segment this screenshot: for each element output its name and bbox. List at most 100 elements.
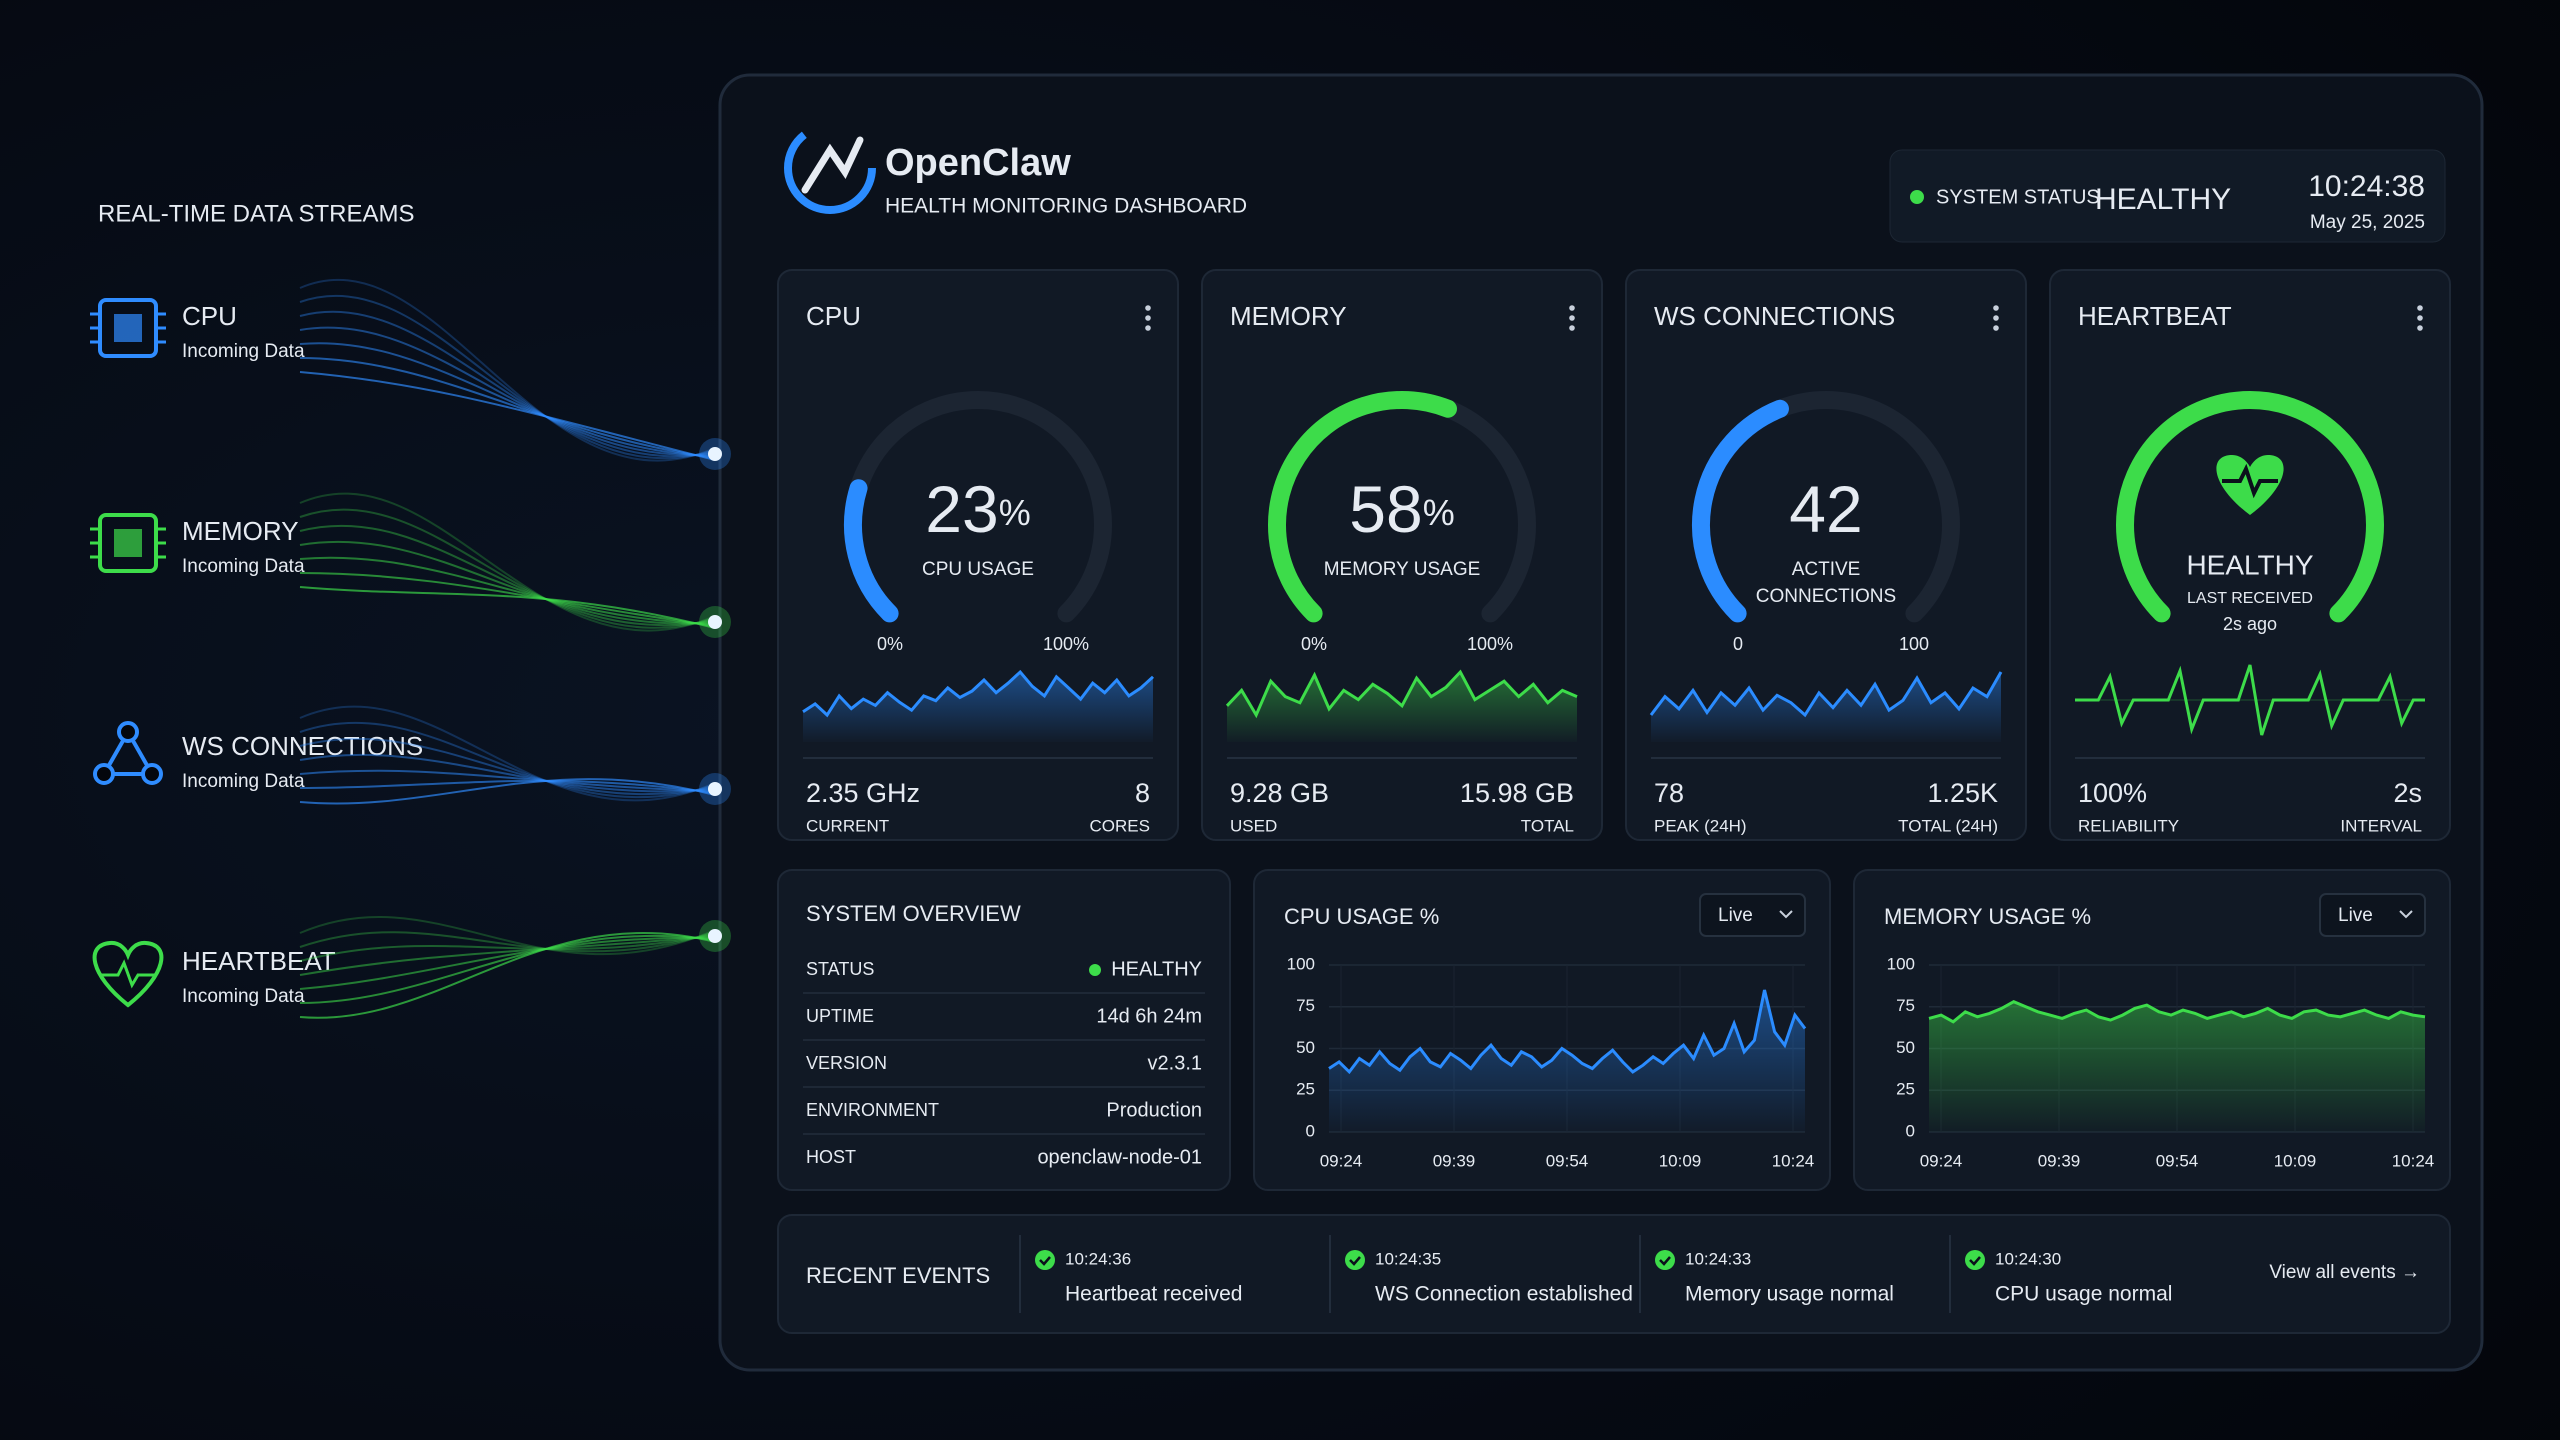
gauge-number: 23: [925, 472, 998, 546]
x-tick-label: 09:39: [1433, 1151, 1476, 1170]
gauge-label: CONNECTIONS: [1756, 586, 1896, 607]
x-tick-label: 10:09: [1659, 1151, 1702, 1170]
event-check: [1965, 1250, 1985, 1270]
x-tick-label: 09:39: [2038, 1151, 2081, 1170]
gauge-min: 0%: [877, 634, 903, 654]
stat-label: PEAK (24H): [1654, 816, 1747, 835]
stat-value: 8: [1135, 778, 1150, 808]
y-tick-label: 50: [1296, 1038, 1315, 1057]
chart-line: [1328, 989, 1807, 1075]
stream-name: WS CONNECTIONS: [182, 731, 423, 761]
live-dropdown[interactable]: [2319, 893, 2426, 937]
overview-key: ENVIRONMENT: [806, 1100, 939, 1120]
stream-wave: [299, 357, 716, 459]
y-tick-label: 25: [1896, 1080, 1915, 1099]
stat-label: TOTAL (24H): [1898, 816, 1998, 835]
logo-claw: [801, 136, 864, 194]
stream-sub: Incoming Data: [182, 341, 305, 362]
overview-key: STATUS: [806, 959, 874, 979]
menu-dot[interactable]: [1569, 305, 1575, 311]
sparkline: [1649, 671, 2003, 718]
clock-date: May 25, 2025: [2310, 212, 2425, 233]
stream-wave: [299, 279, 716, 462]
y-tick-label: 75: [1896, 996, 1915, 1015]
logo: [784, 122, 876, 214]
chart-line: [1928, 1000, 2426, 1024]
overview-value: Production: [1106, 1099, 1202, 1121]
stream-sub: Incoming Data: [182, 986, 305, 1007]
stream-wave: [299, 933, 716, 962]
live-dropdown-chevron[interactable]: [1779, 910, 1793, 919]
stream-wave: [299, 371, 716, 461]
stream-wave: [299, 540, 716, 625]
stream-icon: [100, 727, 156, 776]
view-all-link[interactable]: View all events →: [2269, 1262, 2420, 1283]
live-dropdown-chevron[interactable]: [2399, 910, 2413, 919]
stream-sub: Incoming Data: [182, 771, 305, 792]
stat-value: 1.25K: [1927, 778, 1998, 808]
event-check: [1035, 1250, 1055, 1270]
stat-label: USED: [1230, 816, 1277, 835]
menu-dot[interactable]: [1145, 305, 1151, 311]
menu-dot[interactable]: [1993, 305, 1999, 311]
status-value: HEALTHY: [2095, 183, 2231, 216]
overview-value: 14d 6h 24m: [1096, 1005, 1202, 1027]
gauge-max: 100%: [1467, 634, 1513, 654]
stream-name: MEMORY: [182, 516, 299, 546]
card-title: CPU: [806, 301, 861, 331]
logo-ring: [784, 122, 876, 214]
chart-area: [1329, 990, 1805, 1132]
menu-dot[interactable]: [1145, 325, 1151, 331]
stat-value: 9.28 GB: [1230, 778, 1329, 808]
gauge-number: 58: [1349, 472, 1422, 546]
status-box: [1889, 149, 2446, 243]
card-title: MEMORY: [1230, 301, 1347, 331]
y-tick-label: 50: [1896, 1038, 1915, 1057]
x-tick-label: 09:54: [2156, 1151, 2199, 1170]
overview-card: [777, 869, 1231, 1191]
event-time: 10:24:30: [1995, 1249, 2061, 1268]
stat-label: CURRENT: [806, 816, 889, 835]
live-dropdown-label[interactable]: Live: [2338, 905, 2373, 926]
menu-dot[interactable]: [1569, 325, 1575, 331]
stat-value: 100%: [2078, 778, 2147, 808]
stat-label: INTERVAL: [2340, 816, 2422, 835]
stream-end: [708, 929, 722, 943]
status-label: SYSTEM STATUS: [1936, 186, 2100, 208]
x-tick-label: 10:09: [2274, 1151, 2317, 1170]
event-text: Heartbeat received: [1065, 1283, 1242, 1306]
menu-dot[interactable]: [1993, 325, 1999, 331]
sparkline: [802, 669, 1155, 718]
event-check: [1655, 1250, 1675, 1270]
menu-dot[interactable]: [2417, 315, 2423, 321]
sparkline: [2075, 664, 2425, 736]
overview-key: UPTIME: [806, 1006, 874, 1026]
live-dropdown[interactable]: [1699, 893, 1806, 937]
gauge-label: ACTIVE: [1792, 559, 1861, 580]
menu-dot[interactable]: [2417, 325, 2423, 331]
event-check-mark: [1349, 1256, 1361, 1266]
metric-card: [1201, 269, 1603, 841]
stream-wave: [299, 932, 716, 1019]
menu-dot[interactable]: [1993, 315, 1999, 321]
stream-wave: [299, 492, 716, 632]
stream-end: [708, 447, 722, 461]
event-check: [1345, 1250, 1365, 1270]
stat-label: TOTAL: [1521, 816, 1574, 835]
stat-value: 2.35 GHz: [806, 778, 920, 808]
menu-dot[interactable]: [1569, 315, 1575, 321]
overview-value: v2.3.1: [1148, 1052, 1202, 1074]
gauge-value: [1692, 399, 1789, 623]
gauge-value: [1268, 391, 1458, 623]
menu-dot[interactable]: [2417, 305, 2423, 311]
event-text: WS Connection established: [1375, 1283, 1633, 1306]
stream-wave: [299, 524, 716, 627]
stream-name: CPU: [182, 301, 237, 331]
stream-icon-pulse: [100, 959, 156, 989]
gauge-min: 0: [1733, 634, 1743, 654]
live-dropdown-label[interactable]: Live: [1718, 905, 1753, 926]
gauge-label: MEMORY USAGE: [1324, 559, 1481, 580]
menu-dot[interactable]: [1145, 315, 1151, 321]
stream-wave: [299, 721, 716, 799]
y-tick-label: 25: [1296, 1080, 1315, 1099]
